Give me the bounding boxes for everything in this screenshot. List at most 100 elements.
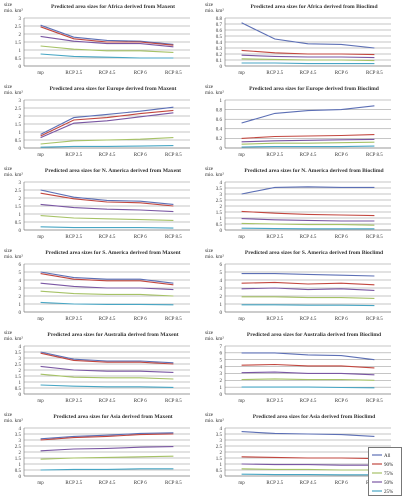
x-tick-label: RCP 8.5 [366, 399, 383, 404]
x-tick-label: RCP 2.5 [65, 71, 82, 76]
x-tick-label: RCP 6 [335, 317, 349, 322]
series-line-all [40, 432, 174, 440]
y-tick-label: 1 [19, 463, 22, 468]
y-axis-label: size [205, 166, 214, 172]
y-tick-label: 0 [19, 393, 22, 398]
x-tick-label: RCP 6 [134, 481, 148, 486]
y-tick-label: 0 [19, 475, 22, 480]
chart-svg: Predicted area sizes for S. America deri… [4, 248, 190, 322]
series-line-75pct [40, 455, 174, 460]
chart-panel: Predicted area sizes for Europe derived … [2, 82, 199, 162]
y-tick-label: 2 [220, 451, 223, 456]
x-tick-label: mp [238, 71, 245, 76]
y-tick-label: 1 [220, 303, 223, 308]
x-tick-label: RCP 6 [134, 71, 148, 76]
y-tick-label: 1.5 [216, 211, 223, 216]
y-tick-label: 0.5 [15, 221, 22, 226]
y-tick-label: 3 [19, 357, 22, 362]
y-tick-label: 1 [220, 386, 223, 391]
x-tick-label: mp [37, 235, 44, 240]
x-tick-label: RCP 8.5 [366, 317, 383, 322]
series-line-50pct [40, 282, 174, 291]
y-tick-label: 0.5 [15, 387, 22, 392]
chart-title: Predicted area sizes for Africa derived … [51, 4, 175, 10]
x-tick-label: RCP 6 [134, 235, 148, 240]
y-tick-label: 1.5 [15, 205, 22, 210]
series-line-25pct [241, 227, 375, 230]
y-tick-label: 1 [19, 131, 22, 136]
chart-panel: Predicted area sizes for Australia deriv… [203, 328, 400, 408]
series-line-25pct [241, 145, 375, 148]
x-tick-label: RCP 8.5 [165, 399, 182, 404]
series-line-50pct [241, 463, 375, 466]
series-line-all [241, 22, 375, 49]
series-line-25pct [241, 473, 375, 476]
x-tick-label: RCP 8.5 [165, 317, 182, 322]
y-tick-label: 2 [19, 295, 22, 300]
y-axis-label: size [205, 248, 214, 254]
y-tick-label: 4 [220, 279, 223, 284]
series-line-all [241, 431, 375, 437]
y-tick-label: 0 [220, 65, 223, 70]
y-tick-label: 1.5 [15, 457, 22, 462]
y-tick-label: 0.5 [216, 223, 223, 228]
y-tick-label: 1 [19, 49, 22, 54]
series-line-75pct [241, 296, 375, 299]
series-line-90pct [241, 363, 375, 369]
y-axis-label: mio. km² [205, 8, 224, 14]
series-line-50pct [241, 54, 375, 59]
y-axis-label: mio. km² [205, 172, 224, 178]
x-tick-label: RCP 8.5 [165, 481, 182, 486]
y-tick-label: 6 [220, 352, 223, 357]
y-tick-label: 2.5 [216, 199, 223, 204]
chart-panel: Predicted area sizes for Asia derived fr… [2, 410, 199, 490]
y-tick-label: 2 [19, 451, 22, 456]
series-line-all [241, 273, 375, 277]
y-tick-label: 0.2 [216, 137, 223, 142]
y-axis-label: mio. km² [4, 336, 23, 342]
y-tick-label: 0 [220, 311, 223, 316]
chart-title: Predicted area sizes for Europe derived … [249, 86, 380, 92]
series-line-75pct [40, 373, 174, 380]
x-tick-label: RCP 8.5 [165, 153, 182, 158]
series-line-90pct [241, 49, 375, 56]
chart-panel: Predicted area sizes for Africa derived … [203, 0, 400, 80]
x-tick-label: RCP 4.5 [99, 71, 116, 76]
x-tick-label: RCP 4.5 [300, 71, 317, 76]
y-tick-label: 0.4 [216, 41, 223, 46]
series-line-50pct [40, 112, 174, 139]
chart-panel: Predicted area sizes for N. America deri… [203, 164, 400, 244]
y-tick-label: 0 [19, 65, 22, 70]
x-tick-label: RCP 6 [335, 481, 349, 486]
series-line-25pct [40, 384, 174, 388]
series-line-75pct [40, 45, 174, 53]
y-tick-label: 1 [220, 463, 223, 468]
y-tick-label: 2 [19, 33, 22, 38]
chart-panel: Predicted area sizes for Australia deriv… [2, 328, 199, 408]
y-tick-label: 0 [220, 229, 223, 234]
series-line-25pct [241, 62, 375, 65]
y-tick-label: 0.7 [216, 23, 223, 28]
series-line-25pct [40, 301, 174, 306]
x-tick-label: mp [238, 317, 245, 322]
y-tick-label: 1 [19, 381, 22, 386]
y-tick-label: 0.5 [216, 35, 223, 40]
y-axis-label: mio. km² [205, 90, 224, 96]
legend-svg: All 90% 75% 50% 25% [372, 454, 393, 495]
y-tick-label: 3.5 [216, 187, 223, 192]
x-tick-label: RCP 8.5 [165, 235, 182, 240]
y-axis-label: mio. km² [4, 418, 23, 424]
y-tick-label: 3.5 [15, 433, 22, 438]
y-tick-label: 0.4 [216, 128, 223, 133]
chart-svg: Predicted area sizes for Europe derived … [205, 84, 391, 158]
y-tick-label: 4 [220, 365, 223, 370]
series-line-25pct [40, 468, 174, 471]
chart-title: Predicted area sizes for N. America deri… [45, 168, 181, 174]
y-tick-label: 2.5 [15, 363, 22, 368]
legend: All 90% 75% 50% 25% [368, 447, 402, 496]
y-tick-label: 1.5 [15, 375, 22, 380]
series-line-all [40, 24, 174, 45]
y-tick-label: 0.6 [216, 118, 223, 123]
x-tick-label: RCP 8.5 [366, 71, 383, 76]
x-tick-label: RCP 4.5 [99, 317, 116, 322]
